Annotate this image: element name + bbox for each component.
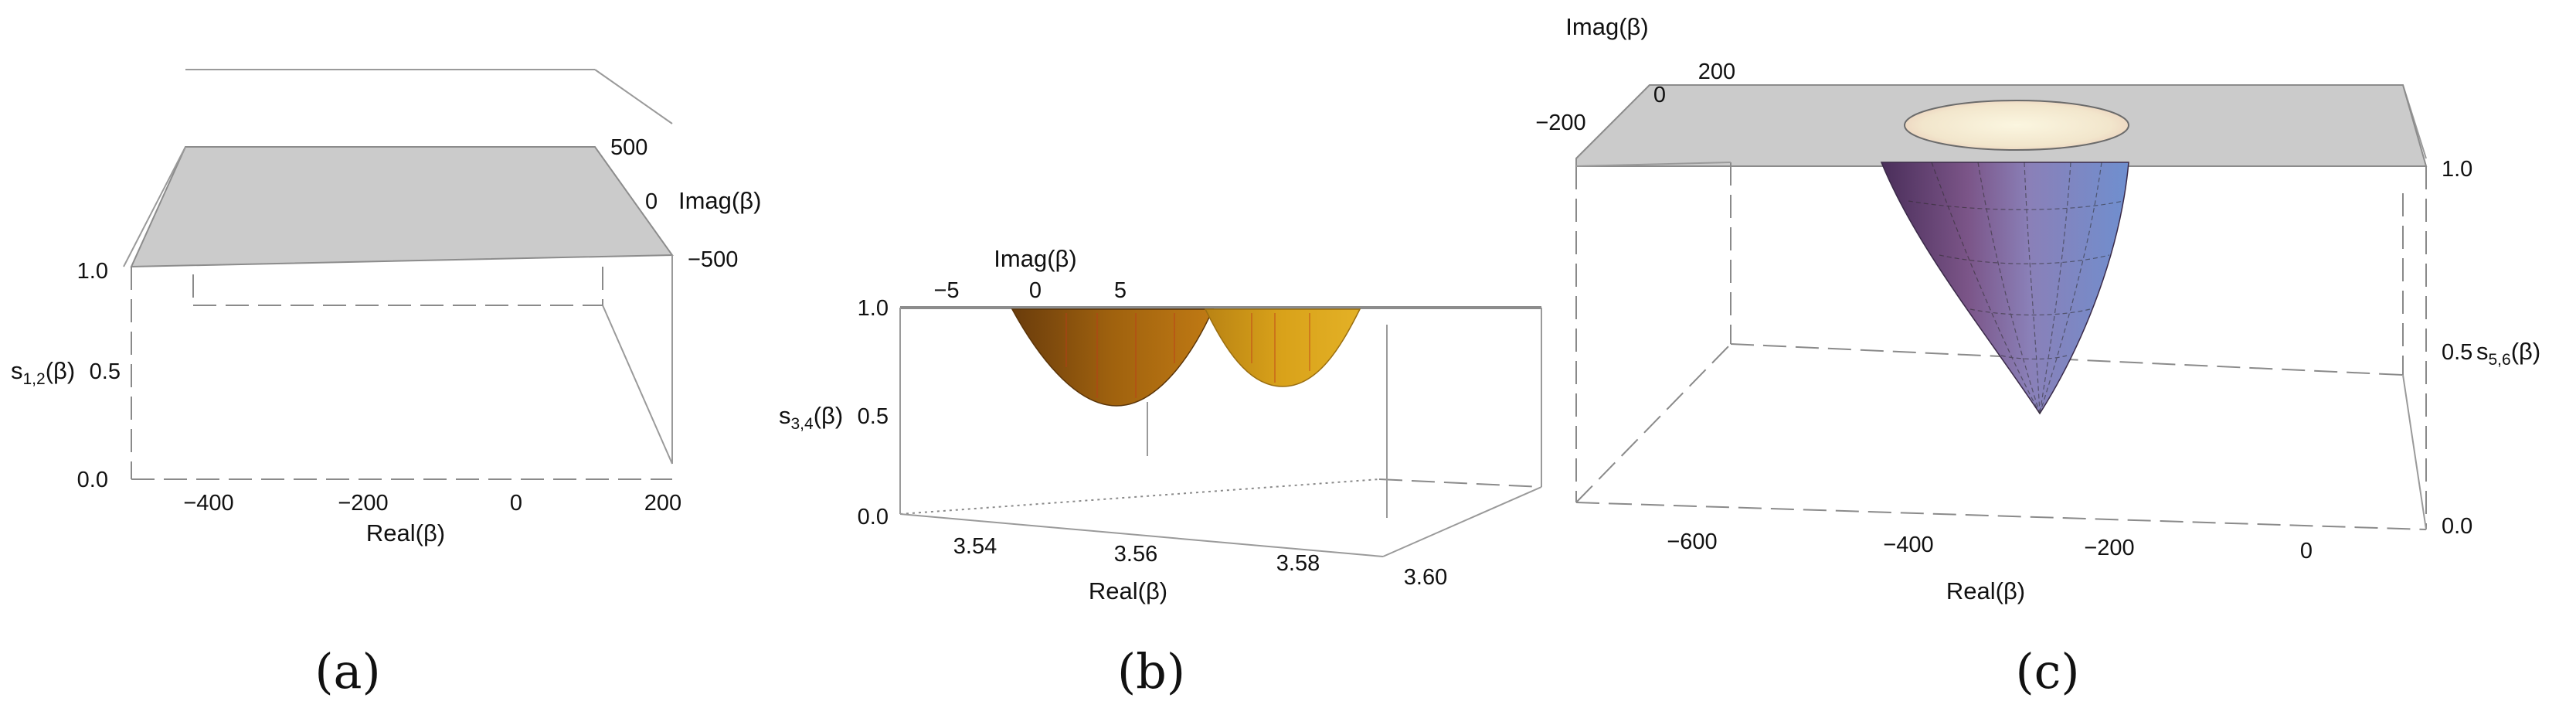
a-y-tick-3: −500 bbox=[688, 247, 738, 272]
panel-label-c: (c) bbox=[2015, 643, 2079, 700]
b-y-tick-1: −5 bbox=[933, 278, 959, 303]
a-x-tick-4: 200 bbox=[644, 491, 681, 516]
b-x-tick-4: 3.60 bbox=[1404, 565, 1447, 590]
c-y-tick-2: 0 bbox=[1653, 83, 1666, 107]
c-y-tick-3: 200 bbox=[1698, 60, 1735, 84]
plane-a bbox=[130, 146, 674, 268]
c-x-axis-label: Real(β) bbox=[1946, 577, 2025, 604]
a-y-tick-2: 0 bbox=[645, 189, 658, 214]
panel-label-b: (b) bbox=[1117, 643, 1185, 700]
a-z-tick-0: 0.0 bbox=[77, 468, 108, 492]
b-y-tick-2: 0 bbox=[1029, 278, 1042, 303]
a-z-tick-1: 1.0 bbox=[77, 259, 108, 284]
b-z-tick-1: 1.0 bbox=[858, 296, 889, 321]
c-cone-mesh bbox=[1908, 162, 2124, 414]
c-x-tick-3: −200 bbox=[2084, 536, 2134, 560]
a-x-axis-label: Real(β) bbox=[366, 519, 445, 546]
panel-label-a: (a) bbox=[314, 643, 380, 700]
c-x-tick-2: −400 bbox=[1883, 533, 1933, 557]
b-well-contours bbox=[1065, 313, 1310, 398]
c-y-axis-label: Imag(β) bbox=[1565, 13, 1648, 40]
c-cone bbox=[1880, 162, 2129, 415]
a-y-tick-1: 500 bbox=[610, 135, 647, 160]
a-x-tick-1: −400 bbox=[183, 491, 233, 516]
panel-a: 1.0 0.5 0.0 s1,2(β) −400 −200 0 200 Real… bbox=[11, 69, 761, 700]
c-z-tick-0: 0.0 bbox=[2442, 514, 2472, 539]
c-x-tick-1: −600 bbox=[1667, 529, 1717, 554]
b-x-tick-3: 3.58 bbox=[1276, 551, 1320, 576]
panel-c: 1.0 0.5 0.0 s5,6(β) −600 −400 −200 0 Rea… bbox=[1535, 13, 2540, 700]
b-y-tick-3: 5 bbox=[1114, 278, 1127, 303]
c-x-tick-4: 0 bbox=[2300, 539, 2313, 563]
c-z-tick-05: 0.5 bbox=[2442, 340, 2472, 365]
a-x-tick-3: 0 bbox=[510, 491, 522, 516]
b-x-tick-1: 3.54 bbox=[953, 534, 997, 559]
a-z-axis-label: s1,2(β) bbox=[11, 357, 75, 388]
a-x-tick-2: −200 bbox=[338, 491, 388, 516]
b-z-tick-0: 0.0 bbox=[858, 505, 889, 529]
c-y-tick-1: −200 bbox=[1535, 111, 1585, 135]
b-well-2 bbox=[1204, 308, 1361, 387]
a-z-tick-05: 0.5 bbox=[90, 359, 121, 384]
c-rim bbox=[1904, 100, 2129, 151]
b-x-tick-2: 3.56 bbox=[1114, 542, 1157, 567]
c-z-axis-label: s5,6(β) bbox=[2476, 338, 2540, 369]
b-z-axis-label: s3,4(β) bbox=[779, 402, 843, 433]
b-x-axis-label: Real(β) bbox=[1089, 577, 1167, 604]
b-y-axis-label: Imag(β) bbox=[994, 245, 1076, 272]
a-y-axis-label: Imag(β) bbox=[678, 187, 761, 214]
b-z-tick-05: 0.5 bbox=[858, 404, 889, 429]
panel-b: 1.0 0.5 0.0 s3,4(β) 3.54 3.56 3.58 3.60 … bbox=[779, 245, 1542, 700]
c-z-tick-1: 1.0 bbox=[2442, 157, 2472, 182]
b-well-1 bbox=[1011, 308, 1215, 407]
